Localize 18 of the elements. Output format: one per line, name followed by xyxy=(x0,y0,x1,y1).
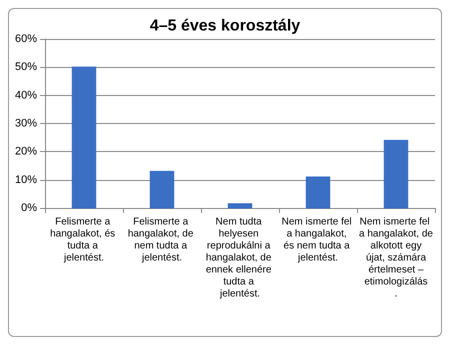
y-tick-label: 50% xyxy=(14,61,38,74)
x-tick-label: Nem tudta helyesen reprodukálni a hangalakot, de ennek ellenére tudta a jelentést. xyxy=(206,216,274,300)
bar xyxy=(384,140,408,208)
chart-title: 4–5 éves korosztály xyxy=(150,18,300,34)
y-tick-label: 10% xyxy=(14,174,38,186)
bar xyxy=(150,170,174,208)
x-tick-label: Nem ismerte fel a hangalakot, és nem tudta a jelentést. xyxy=(282,216,354,264)
bar xyxy=(228,203,252,208)
y-tick-label: 40% xyxy=(14,89,38,102)
y-tick-label: 60% xyxy=(14,33,38,45)
y-tick-label: 30% xyxy=(14,118,38,130)
x-tick-label: Felismerte a hangalakot, és tudta a jelentést. xyxy=(50,216,118,264)
bar xyxy=(72,66,96,208)
x-tick-label: Felismerte a hangalakot, de nem tudta a jelentést. xyxy=(128,216,196,264)
bar xyxy=(306,176,330,208)
y-tick-label: 0% xyxy=(21,202,38,214)
x-tick-label: Nem ismerte fel a hangalakot, de alkotott egy újat, számára értelmeset – etimologizálás. xyxy=(359,216,434,300)
y-tick-label: 20% xyxy=(14,146,38,158)
